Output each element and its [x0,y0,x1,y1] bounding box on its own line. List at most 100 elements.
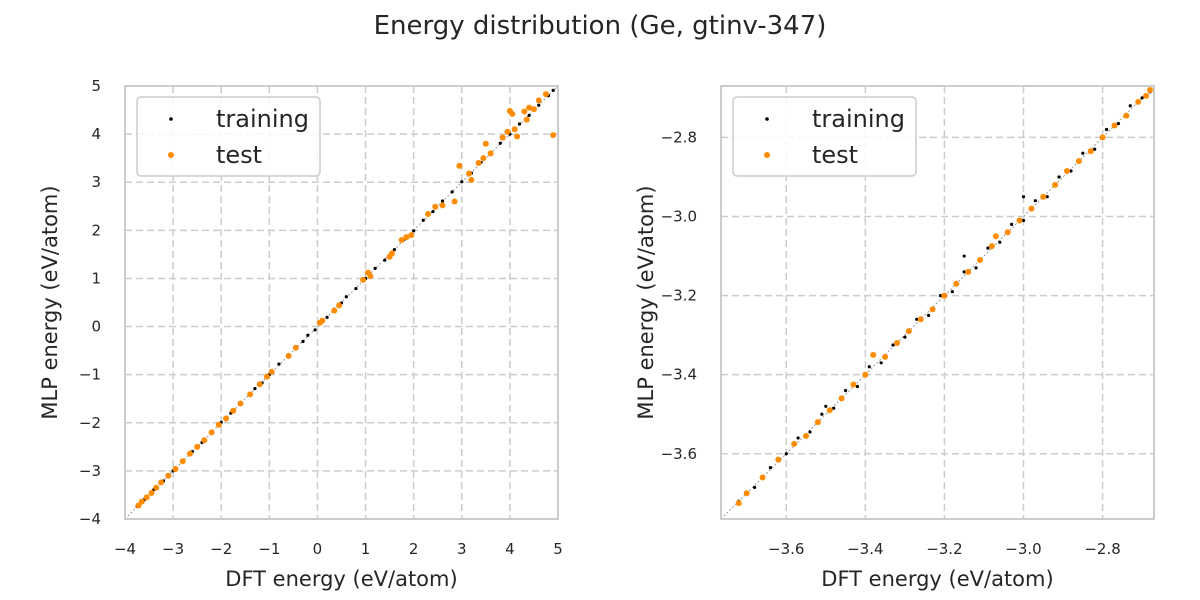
training-point [1140,96,1144,100]
test-point [870,351,877,358]
test-point [1052,181,1059,188]
training-point [938,293,943,298]
y-tick-label: 2 [91,221,101,239]
y-tick-label: 4 [91,125,101,143]
training-point [950,290,954,294]
training-point [962,270,966,274]
test-point [542,91,549,98]
test-point [905,328,912,335]
test-point [814,419,821,426]
test-point [550,132,557,139]
training-legend-label: training [812,105,905,133]
test-point [1040,193,1047,200]
y-tick-label: −3.6 [661,445,697,463]
test-point [465,170,472,177]
test-point [977,256,984,263]
test-point [425,210,432,217]
test-point [826,407,833,414]
x-tick-label: 1 [361,540,371,558]
test-point [953,280,960,287]
test-point [1075,158,1082,165]
test-point [803,432,810,439]
y-tick-label: −4 [79,510,101,528]
training-point [1093,147,1097,151]
test-point [135,502,142,509]
y-tick-label: 5 [91,77,101,95]
training-legend-marker [765,117,769,121]
training-point [891,343,895,347]
test-point [475,159,482,166]
test-point [223,415,230,422]
test-point [1064,168,1070,175]
training-point [392,247,397,252]
right-scatter-panel: −3.6 −3.4 −3.2 −3.0 −2.8 −3.6 −3.4 −3.2 −3.0 −2.8… [634,85,1155,591]
test-point [735,500,742,507]
training-point [1057,175,1061,179]
x-tick-label: −3.4 [847,540,883,558]
test-point [201,437,208,444]
training-point [768,465,773,470]
axes-frame [720,85,1155,520]
test-point [850,381,857,388]
test-point [153,484,160,491]
test-point [256,381,263,388]
x-tick-label: −3.0 [1005,540,1041,558]
test-point [526,104,533,111]
training-point [301,339,305,344]
test-point [893,340,900,347]
test-point [523,116,530,123]
training-point [1081,151,1085,155]
x-tick-label: −3.6 [768,540,804,558]
training-point [915,317,919,321]
test-point [247,391,254,398]
training-point [498,141,502,145]
test-point [1143,92,1150,99]
test-point [862,371,869,378]
test-point [482,140,489,147]
training-point [879,361,883,365]
training-point [903,335,907,339]
test-point [1111,122,1118,129]
training-point [460,180,464,184]
legend: training test [136,96,321,177]
test-point [367,273,374,280]
test-point [208,429,215,436]
training-point [974,266,978,270]
test-point [408,232,415,239]
test-point [360,276,367,283]
x-tick-label: 3 [457,540,467,558]
test-point [530,106,537,113]
test-point [237,400,244,407]
y-tick-label: 3 [91,173,101,191]
training-point [551,88,555,92]
test-point [743,490,750,497]
test-point [138,498,145,505]
test-point [403,234,410,241]
training-point [412,229,416,233]
training-point [537,103,541,107]
test-point [775,456,782,463]
training-point [1033,199,1037,203]
test-point [759,474,766,481]
training-point [753,485,757,489]
training-point [313,328,317,332]
y-axis-label: MLP energy (eV/atom) [38,185,62,419]
test-legend-label: test [216,141,262,169]
training-point [277,362,281,366]
test-legend-marker [764,152,770,158]
training-point [986,246,990,250]
test-point [992,233,999,240]
training-point [824,404,828,408]
y-axis-label: MLP energy (eV/atom) [634,185,658,419]
test-point [165,472,172,479]
x-tick-label: 0 [313,540,323,558]
test-point [1147,86,1154,93]
test-point [186,450,193,457]
training-point [421,218,425,222]
test-point [929,306,936,313]
training-point [373,266,377,270]
training-point [808,430,812,434]
x-tick-label: −4 [114,540,136,558]
y-tick-label: −3.0 [661,207,697,225]
